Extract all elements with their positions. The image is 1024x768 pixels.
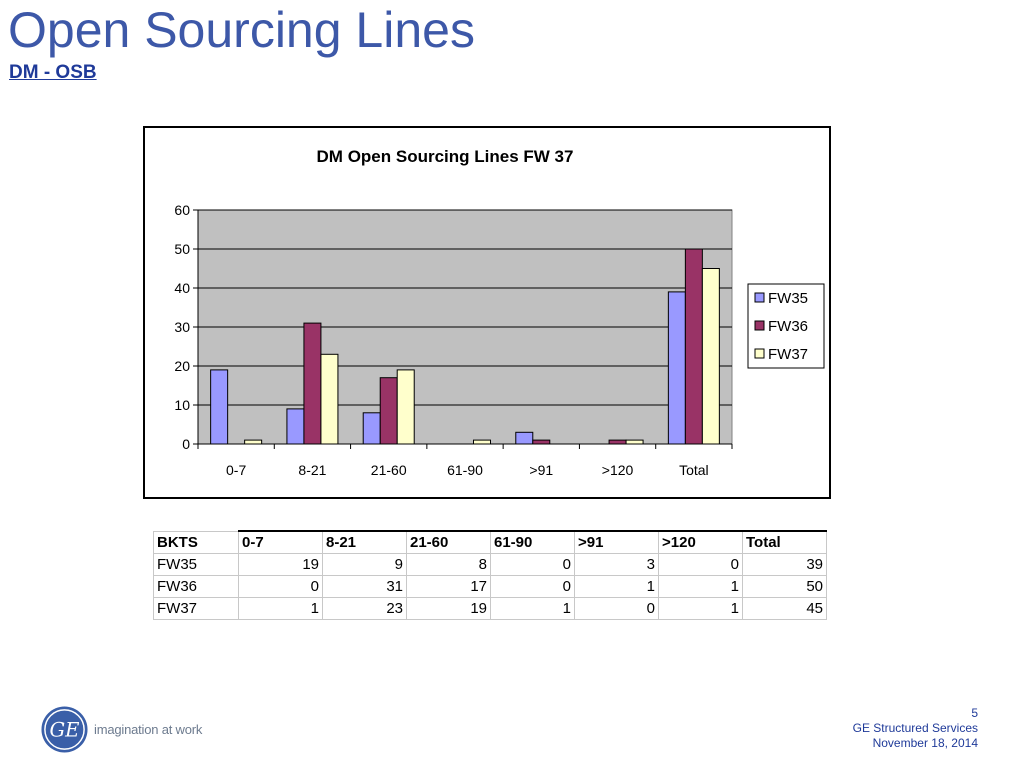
table-column-header: >120 [658, 530, 743, 554]
table-row: FW35 19 9 8 0 3 0 39 [153, 552, 827, 576]
bar [320, 353, 339, 445]
tagline: imagination at work [94, 722, 203, 737]
table-column-header: >91 [574, 530, 659, 554]
bar [532, 439, 551, 445]
y-tick-label: 10 [174, 397, 190, 413]
ge-logo: GE [41, 706, 88, 753]
table-cell: 0 [658, 552, 743, 576]
x-tick-label: 21-60 [371, 462, 407, 478]
table-cell: 50 [742, 574, 827, 598]
x-tick-label: 0-7 [226, 462, 246, 478]
table-row-label: FW36 [153, 574, 239, 598]
bar [667, 291, 686, 445]
table-cell: 9 [322, 552, 407, 576]
table-row-label: FW35 [153, 552, 239, 576]
y-tick-label: 0 [182, 436, 190, 452]
legend-swatch [754, 320, 765, 331]
x-tick-label: 8-21 [298, 462, 326, 478]
table-cell: 19 [238, 552, 323, 576]
table-cell: 1 [658, 596, 743, 620]
table-cell: 3 [574, 552, 659, 576]
table-cell: 0 [574, 596, 659, 620]
x-tick-label: >120 [602, 462, 634, 478]
legend-swatch [754, 348, 765, 359]
table-cell: 1 [238, 596, 323, 620]
bar [701, 268, 720, 445]
y-tick-label: 20 [174, 358, 190, 374]
table-column-header: 61-90 [490, 530, 575, 554]
bar [210, 369, 229, 445]
legend-label: FW35 [768, 290, 808, 307]
bar [379, 377, 398, 445]
bar [515, 431, 534, 445]
bar [625, 439, 644, 445]
table-cell: 19 [406, 596, 491, 620]
x-tick-label: 61-90 [447, 462, 483, 478]
x-tick-label: Total [679, 462, 709, 478]
legend-swatch [754, 292, 765, 303]
bar [286, 408, 305, 445]
table-cell: 1 [574, 574, 659, 598]
bar [608, 439, 627, 445]
table-cell: 0 [490, 552, 575, 576]
data-table: BKTS 0-7 8-21 21-60 61-90 >91 >120 Total… [153, 530, 827, 620]
footer-date: November 18, 2014 [872, 736, 978, 750]
table-column-header: 0-7 [238, 530, 323, 554]
table-column-header: Total [742, 530, 827, 554]
table-column-header: 21-60 [406, 530, 491, 554]
table-cell: 17 [406, 574, 491, 598]
table-cell: 1 [490, 596, 575, 620]
bar-chart: DM Open Sourcing Lines FW 37 0 10 20 30 40 50 6… [174, 147, 825, 478]
table-cell: 45 [742, 596, 827, 620]
bar [303, 322, 322, 445]
table-cell: 31 [322, 574, 407, 598]
table-column-header: 8-21 [322, 530, 407, 554]
bar [684, 248, 703, 445]
table-cell: 0 [490, 574, 575, 598]
table-cell: 1 [658, 574, 743, 598]
table-row: FW37 1 23 19 1 0 1 45 [153, 596, 827, 620]
slide-title: Open Sourcing Lines [8, 2, 475, 58]
bar [362, 412, 381, 445]
table-header-row: BKTS 0-7 8-21 21-60 61-90 >91 >120 Total [153, 530, 827, 554]
table-cell: 8 [406, 552, 491, 576]
legend-label: FW37 [768, 346, 808, 363]
table-header-label: BKTS [153, 530, 239, 554]
legend-label: FW36 [768, 318, 808, 335]
slide-subtitle[interactable]: DM - OSB [9, 62, 97, 83]
y-tick-label: 40 [174, 280, 190, 296]
logo-lettering: GE [50, 718, 80, 741]
table-row: FW36 0 31 17 0 1 1 50 [153, 574, 827, 598]
chart-frame: DM Open Sourcing Lines FW 37 0 10 20 30 40 50 6… [143, 126, 831, 499]
footer: 5 GE Structured Services November 18, 20… [853, 706, 978, 751]
chart-title: DM Open Sourcing Lines FW 37 [317, 147, 574, 166]
y-tick-label: 30 [174, 319, 190, 335]
bar [396, 369, 415, 445]
y-tick-label: 50 [174, 241, 190, 257]
footer-company: GE Structured Services [852, 721, 978, 735]
table-cell: 23 [322, 596, 407, 620]
page-number: 5 [971, 706, 978, 720]
table-cell: 39 [742, 552, 827, 576]
x-tick-label: >91 [529, 462, 553, 478]
bar [244, 439, 263, 445]
table-row-label: FW37 [153, 596, 239, 620]
y-tick-label: 60 [174, 202, 190, 218]
table-cell: 0 [238, 574, 323, 598]
bar [473, 439, 491, 445]
